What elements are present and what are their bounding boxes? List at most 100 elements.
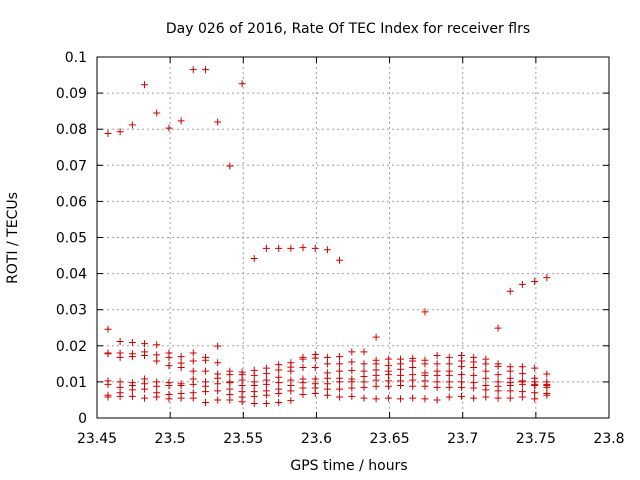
data-point	[372, 360, 380, 368]
data-point	[336, 393, 344, 401]
data-point	[421, 395, 429, 403]
data-point	[482, 393, 490, 401]
data-point	[311, 244, 319, 252]
data-point	[287, 367, 295, 375]
data-point	[189, 367, 197, 375]
data-point	[116, 128, 124, 136]
data-point	[494, 362, 502, 370]
data-point	[141, 340, 149, 348]
data-point	[518, 363, 526, 371]
data-point	[360, 360, 368, 368]
data-point	[336, 353, 344, 361]
data-point	[299, 391, 307, 399]
x-tick-label: 23.6	[301, 431, 332, 447]
data-point	[153, 109, 161, 117]
data-point	[165, 382, 173, 390]
data-point	[189, 357, 197, 365]
data-point	[323, 353, 331, 361]
data-point	[531, 382, 539, 390]
x-axis-label: GPS time / hours	[290, 458, 407, 474]
data-point	[372, 376, 380, 384]
axes: 23.45 23.5 23.55 23.6 23.65 23.7 23.75 23.8 0 0.0…	[56, 50, 625, 447]
data-point	[214, 342, 222, 350]
data-point	[482, 374, 490, 382]
data-point	[336, 367, 344, 375]
data-point	[116, 353, 124, 361]
data-point	[128, 353, 136, 361]
data-point	[153, 382, 161, 390]
data-point	[250, 254, 258, 262]
data-point	[409, 357, 417, 365]
data-point	[165, 353, 173, 361]
data-point	[445, 383, 453, 391]
data-point	[287, 397, 295, 405]
data-point	[214, 380, 222, 388]
data-point	[433, 360, 441, 368]
data-point	[518, 393, 526, 401]
data-point	[262, 244, 270, 252]
data-point	[458, 371, 466, 379]
data-point	[458, 362, 466, 370]
data-point	[226, 396, 234, 404]
data-point	[323, 391, 331, 399]
data-point	[336, 378, 344, 386]
data-point	[226, 379, 234, 387]
x-tick-label: 23.65	[370, 431, 410, 447]
data-point	[409, 382, 417, 390]
data-point	[372, 382, 380, 390]
data-point	[445, 353, 453, 361]
x-tick-label: 23.75	[516, 431, 556, 447]
data-point	[482, 367, 490, 375]
data-point	[384, 394, 392, 402]
data-point	[104, 130, 112, 138]
data-point	[397, 365, 405, 373]
data-point	[250, 400, 258, 408]
data-point	[153, 393, 161, 401]
data-point	[262, 370, 270, 378]
data-point	[128, 121, 136, 129]
data-point	[360, 394, 368, 402]
data-point	[518, 370, 526, 378]
data-point	[433, 371, 441, 379]
data-point	[531, 364, 539, 372]
data-point	[482, 386, 490, 394]
data-point	[506, 387, 514, 395]
data-point	[238, 80, 246, 88]
data-point	[506, 367, 514, 375]
data-point	[372, 333, 380, 341]
y-tick-label: 0.05	[56, 231, 87, 247]
data-point	[409, 394, 417, 402]
data-point	[543, 391, 551, 399]
data-point	[141, 81, 149, 89]
y-tick-label: 0.07	[56, 158, 87, 174]
data-point	[116, 337, 124, 345]
y-tick-label: 0.1	[65, 50, 87, 66]
y-tick-label: 0.06	[56, 194, 87, 210]
data-point	[104, 325, 112, 333]
data-point	[104, 380, 112, 388]
data-point	[433, 383, 441, 391]
data-point	[141, 394, 149, 402]
data-point	[311, 363, 319, 371]
data-point	[384, 355, 392, 363]
x-tick-label: 23.8	[593, 431, 624, 447]
series-track-8	[104, 389, 551, 408]
data-point	[189, 66, 197, 74]
data-point	[275, 244, 283, 252]
data-point	[116, 392, 124, 400]
data-point	[202, 367, 210, 375]
grid-lines	[97, 57, 609, 418]
data-point	[202, 398, 210, 406]
x-tick-label: 23.5	[155, 431, 186, 447]
data-point	[336, 385, 344, 393]
data-point	[433, 352, 441, 360]
data-point	[226, 371, 234, 379]
data-point	[287, 387, 295, 395]
series-high-roti-track	[104, 66, 551, 341]
data-point	[433, 396, 441, 404]
data-point	[250, 371, 258, 379]
data-point	[323, 246, 331, 254]
data-point	[518, 380, 526, 388]
x-tick-label: 23.55	[223, 431, 263, 447]
